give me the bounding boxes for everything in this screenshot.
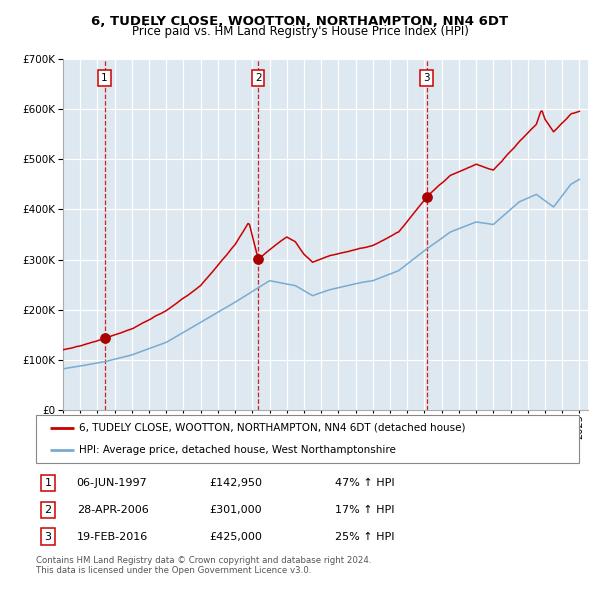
Point [422,192,431,202]
Text: £301,000: £301,000 [210,505,262,514]
Text: 19-FEB-2016: 19-FEB-2016 [77,532,148,542]
Text: 6, TUDELY CLOSE, WOOTTON, NORTHAMPTON, NN4 6DT: 6, TUDELY CLOSE, WOOTTON, NORTHAMPTON, N… [91,15,509,28]
Text: £142,950: £142,950 [210,478,263,488]
Text: 17% ↑ HPI: 17% ↑ HPI [335,505,394,514]
Text: Price paid vs. HM Land Registry's House Price Index (HPI): Price paid vs. HM Land Registry's House … [131,25,469,38]
Text: 2: 2 [255,73,262,83]
Text: 06-JUN-1997: 06-JUN-1997 [77,478,148,488]
Text: 47% ↑ HPI: 47% ↑ HPI [335,478,394,488]
Text: 3: 3 [424,73,430,83]
Text: HPI: Average price, detached house, West Northamptonshire: HPI: Average price, detached house, West… [79,445,397,455]
Text: 25% ↑ HPI: 25% ↑ HPI [335,532,394,542]
Text: 1: 1 [44,478,52,488]
Text: 1: 1 [101,73,108,83]
Text: £425,000: £425,000 [210,532,263,542]
Text: 2: 2 [44,505,52,514]
Point [253,254,263,264]
FancyBboxPatch shape [36,415,579,463]
Text: 3: 3 [44,532,52,542]
Text: Contains HM Land Registry data © Crown copyright and database right 2024.
This d: Contains HM Land Registry data © Crown c… [36,556,371,575]
Text: 6, TUDELY CLOSE, WOOTTON, NORTHAMPTON, NN4 6DT (detached house): 6, TUDELY CLOSE, WOOTTON, NORTHAMPTON, N… [79,423,466,433]
Point [100,333,109,343]
Text: 28-APR-2006: 28-APR-2006 [77,505,148,514]
